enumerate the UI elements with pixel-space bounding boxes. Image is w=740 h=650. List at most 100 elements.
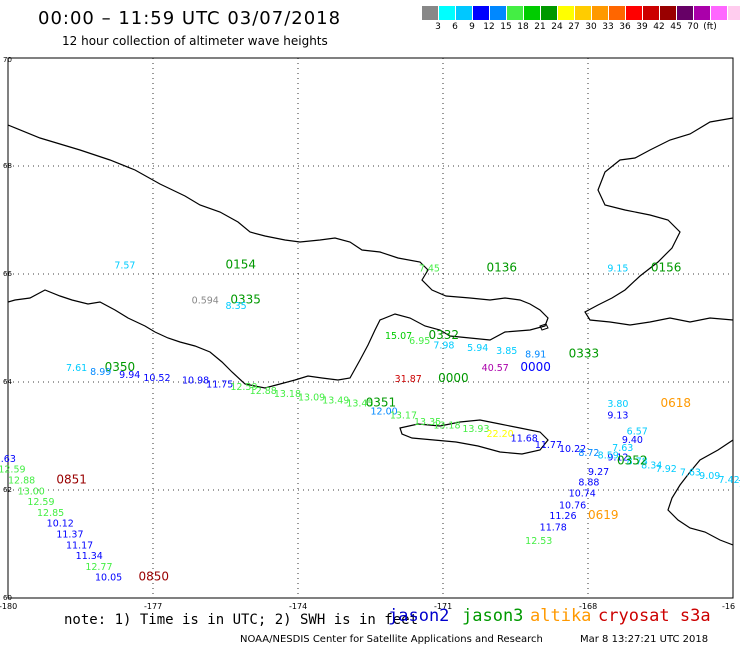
wave-height-value: 10.74 bbox=[569, 488, 596, 499]
wave-height-value: 9.94 bbox=[119, 370, 140, 381]
wave-height-value: 11.77 bbox=[535, 440, 562, 451]
longitude-label: -180 bbox=[0, 602, 17, 611]
satellite-legend-item: jason3 bbox=[462, 606, 524, 626]
wave-height-value: 11.78 bbox=[540, 523, 567, 534]
wave-height-value: 11.17 bbox=[66, 540, 93, 551]
wave-height-value: 5.94 bbox=[467, 343, 488, 354]
wave-height-value: 13.09 bbox=[298, 392, 325, 403]
latitude-label: 64 bbox=[3, 378, 12, 386]
wave-height-value: 7.45 bbox=[419, 263, 440, 274]
wave-height-value: 12.85 bbox=[37, 508, 64, 519]
wave-height-value: 10.98 bbox=[182, 376, 209, 387]
pass-time-label: 0352 bbox=[617, 454, 648, 468]
wave-height-value: 11.63 bbox=[0, 454, 16, 465]
color-scale-label: 30 bbox=[585, 22, 597, 32]
wave-height-value: 11.34 bbox=[76, 551, 103, 562]
wave-height-value: 7.63 bbox=[612, 443, 633, 454]
pass-time-label: 0136 bbox=[487, 260, 518, 274]
wave-height-value: 9.15 bbox=[607, 263, 628, 274]
wave-height-value: 40.57 bbox=[482, 363, 509, 374]
color-scale-label: 6 bbox=[452, 22, 458, 32]
color-scale-legend: 3 6 9 12 15 18 21 24 27 30 33 36 39 42 45 70 (ft) bbox=[422, 6, 740, 34]
wave-height-value: 11.26 bbox=[549, 511, 576, 522]
diomede-island bbox=[539, 323, 549, 331]
axis-labels: 70 68 66 64 62 60-180 -177 -174 -171 -168 -16 bbox=[0, 56, 735, 611]
wave-height-value: 9.40 bbox=[622, 435, 643, 446]
land-outlines bbox=[8, 117, 733, 546]
pass-time-label: 0350 bbox=[105, 360, 136, 374]
wave-height-value: 7.61 bbox=[66, 363, 87, 374]
map-frame bbox=[7, 57, 734, 599]
color-scale-swatches bbox=[422, 6, 740, 20]
wave-height-value: 13.18 bbox=[274, 389, 301, 400]
color-swatch bbox=[711, 6, 728, 20]
color-swatch bbox=[456, 6, 473, 20]
pass-time-label: 0850 bbox=[139, 570, 170, 584]
pass-time-label: 0351 bbox=[366, 395, 397, 409]
color-scale-label: (ft) bbox=[703, 22, 717, 32]
wave-height-value: 0.594 bbox=[192, 296, 219, 307]
wave-height-value: 22.20 bbox=[487, 429, 514, 440]
coastline-alaska-mainland bbox=[667, 439, 733, 546]
wave-height-value: 11.75 bbox=[206, 379, 233, 390]
latitude-label: 62 bbox=[3, 486, 12, 494]
color-swatch bbox=[507, 6, 524, 20]
satellite-legend-item: jason2 bbox=[388, 606, 450, 626]
latitude-label: 66 bbox=[3, 270, 12, 278]
color-swatch bbox=[439, 6, 456, 20]
page-subtitle: 12 hour collection of altimeter wave hei… bbox=[62, 34, 328, 48]
latitude-label: 68 bbox=[3, 162, 12, 170]
wave-height-value: 13.18 bbox=[433, 420, 460, 431]
longitude-label: -177 bbox=[144, 602, 162, 611]
color-scale-label: 36 bbox=[619, 22, 631, 32]
color-swatch bbox=[660, 6, 677, 20]
wave-height-value: 9.27 bbox=[588, 467, 609, 478]
pass-time-label: 0000 bbox=[520, 360, 551, 374]
color-swatch bbox=[626, 6, 643, 20]
wave-height-value: 7.10 bbox=[738, 479, 740, 490]
wave-height-value: 12.88 bbox=[8, 476, 35, 487]
color-scale-label: 70 bbox=[687, 22, 699, 32]
pass-time-label: 0156 bbox=[651, 260, 682, 274]
color-scale-label: 45 bbox=[670, 22, 682, 32]
color-swatch bbox=[558, 6, 575, 20]
wave-height-value: 8.35 bbox=[226, 301, 247, 312]
wave-height-value: 8.34 bbox=[641, 460, 662, 471]
wave-height-value: 8.91 bbox=[525, 350, 546, 361]
color-scale-label: 18 bbox=[517, 22, 529, 32]
wave-height-value: 12.59 bbox=[230, 382, 257, 393]
latitude-label: 70 bbox=[3, 56, 12, 64]
wave-height-value: 13.00 bbox=[18, 486, 45, 497]
pass-time-label: 0000 bbox=[438, 371, 469, 385]
wave-height-value: 8.78 bbox=[627, 457, 648, 468]
color-swatch bbox=[524, 6, 541, 20]
wave-height-value: 12.53 bbox=[525, 536, 552, 547]
color-swatch bbox=[694, 6, 711, 20]
coastline-chukotka bbox=[8, 124, 549, 389]
wave-height-value: 3.80 bbox=[607, 399, 628, 410]
wave-height-value: 10.12 bbox=[47, 519, 74, 530]
pass-time-label: 0333 bbox=[569, 347, 600, 361]
wave-height-value: 7.63 bbox=[680, 467, 701, 478]
wave-height-value: 7.98 bbox=[433, 341, 454, 352]
footer-credit: NOAA/NESDIS Center for Satellite Applica… bbox=[240, 634, 543, 645]
wave-height-value: 6.95 bbox=[409, 336, 430, 347]
wave-height-value: 10.52 bbox=[143, 373, 170, 384]
color-scale-label: 24 bbox=[551, 22, 563, 32]
wave-height-value: 13.35 bbox=[414, 417, 441, 428]
page-title: 00:00 – 11:59 UTC 03/07/2018 bbox=[38, 8, 342, 29]
wave-height-value: 10.22 bbox=[559, 444, 586, 455]
longitude-label: -168 bbox=[579, 602, 597, 611]
color-swatch bbox=[575, 6, 592, 20]
wave-height-value: 31.87 bbox=[395, 374, 422, 385]
wave-height-readings: 0154 7.57 0136 7.45 0156 9.15 0335 0.594 8.35 033… bbox=[0, 258, 740, 584]
color-scale-label: 15 bbox=[500, 22, 512, 32]
pass-time-label: 0618 bbox=[661, 396, 692, 410]
color-swatch bbox=[541, 6, 558, 20]
pass-time-label: 0154 bbox=[226, 258, 257, 272]
footer-timestamp: Mar 8 13:27:21 UTC 2018 bbox=[580, 634, 709, 645]
wave-height-value: 9.13 bbox=[607, 411, 628, 422]
longitude-label: -171 bbox=[434, 602, 452, 611]
color-scale-label: 42 bbox=[653, 22, 665, 32]
lat-lon-grid bbox=[8, 58, 733, 598]
